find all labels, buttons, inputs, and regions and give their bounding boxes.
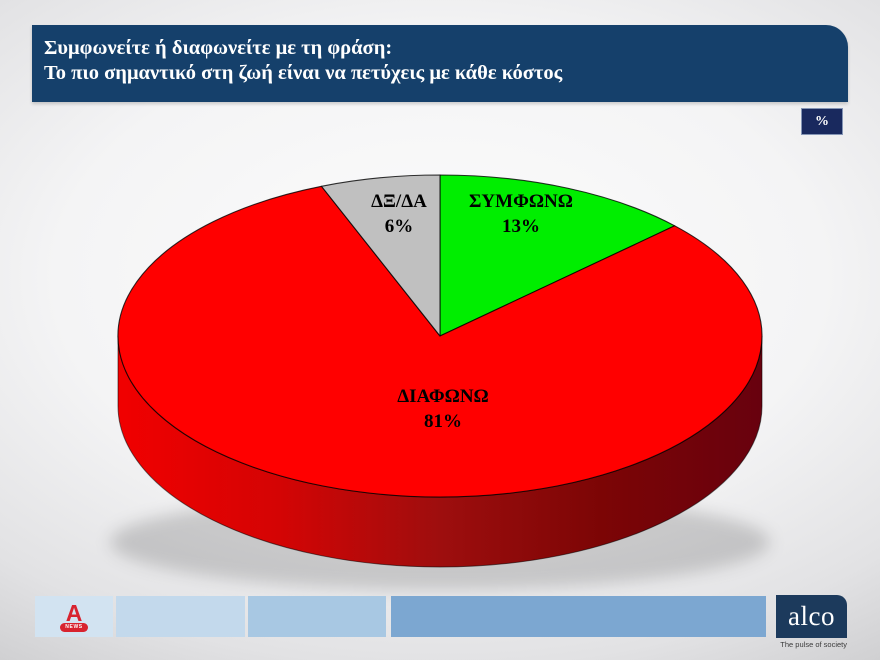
alco-tagline: The pulse of society bbox=[780, 640, 847, 649]
percent-unit-label: % bbox=[815, 113, 829, 129]
pie-slice-label-ΣΥΜΦΩΝΩ: ΣΥΜΦΩΝΩ 13% bbox=[469, 191, 573, 237]
pie-slice-ΔΙΑΦΩΝΩ bbox=[117, 185, 763, 498]
pie-slice-label-ΔΞ/ΔΑ: ΔΞ/ΔΑ 6% bbox=[371, 191, 427, 237]
question-line-2: Το πιο σημαντικό στη ζωή είναι να πετύχε… bbox=[44, 62, 563, 84]
pie-slice-label-ΔΙΑΦΩΝΩ: ΔΙΑΦΩΝΩ 81% bbox=[397, 386, 489, 432]
alco-logo-box: alco bbox=[776, 595, 847, 638]
footer-tile-2 bbox=[116, 596, 245, 637]
pie-slice-ΣΥΜΦΩΝΩ bbox=[439, 174, 676, 337]
alco-logo-block: alco The pulse of society bbox=[776, 595, 847, 649]
pie-slice-ΔΞ/ΔΑ bbox=[320, 174, 441, 337]
footer-tile-4 bbox=[391, 596, 766, 637]
question-line-1: Συμφωνείτε ή διαφωνείτε με τη φράση: bbox=[44, 37, 393, 59]
alco-logo-text: alco bbox=[788, 601, 835, 631]
question-header: Συμφωνείτε ή διαφωνείτε με τη φράση: Το … bbox=[32, 25, 848, 102]
footer-tile-alpha-news: A NEWS bbox=[35, 596, 113, 637]
alpha-news-logo: A NEWS bbox=[60, 599, 88, 632]
alpha-logo-letter-icon: A bbox=[65, 599, 83, 626]
percent-unit-badge: % bbox=[801, 108, 843, 135]
alpha-news-pill: NEWS bbox=[60, 622, 88, 632]
footer-tile-3 bbox=[248, 596, 386, 637]
